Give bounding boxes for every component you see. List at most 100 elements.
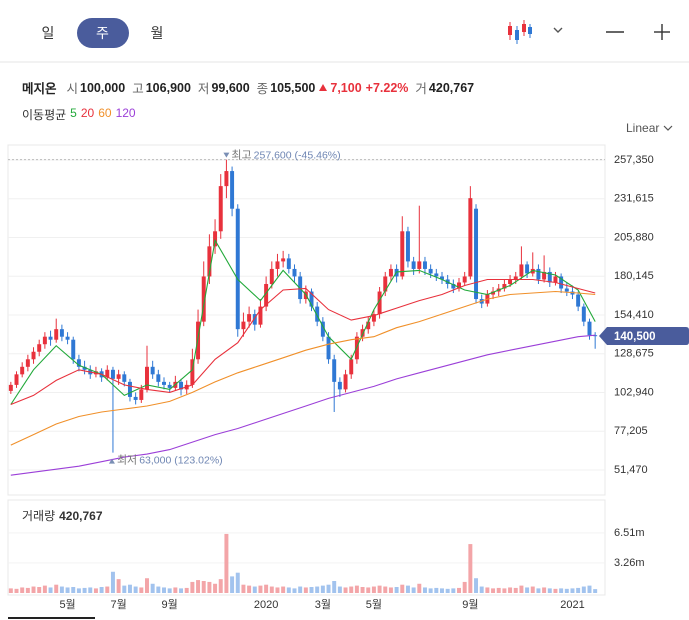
volume-bar (388, 587, 393, 593)
volume-bar (440, 588, 444, 593)
volume-bar (366, 587, 371, 593)
scale-select[interactable]: Linear (626, 121, 660, 135)
candle-body (65, 336, 70, 340)
candle-body (468, 198, 473, 277)
stock-name: 메지온 (22, 82, 57, 96)
x-tick-label: 5월 (59, 598, 75, 611)
volume-bar (37, 587, 42, 593)
volume-bar (383, 586, 388, 593)
volume-bar (320, 585, 325, 593)
candle-body (201, 276, 206, 322)
x-tick-label: 2021 (560, 599, 584, 611)
candle-body (167, 384, 172, 388)
volume-bar (337, 586, 342, 593)
candle-body (462, 276, 467, 283)
volume-bar (224, 533, 229, 593)
y-tick-label: 77,205 (614, 425, 648, 437)
volume-bar (179, 588, 184, 593)
volume-bar (553, 588, 558, 593)
candle-body (564, 288, 569, 292)
volume-bar (519, 585, 524, 593)
candle-body (309, 291, 314, 307)
candle-body (508, 279, 513, 284)
candle-body (349, 359, 354, 375)
candle-body (292, 268, 297, 277)
volume-bar (105, 586, 110, 593)
volume-bar (145, 578, 149, 593)
volume-bar (201, 581, 206, 593)
period-tab[interactable]: 월 (150, 25, 164, 41)
candle-body (150, 366, 155, 375)
volume-bar (303, 587, 308, 593)
volume-bar (530, 586, 535, 593)
x-tick-label: 7월 (111, 598, 127, 611)
volume-bar (354, 585, 359, 593)
candle-body (542, 271, 547, 280)
chart-type-icon[interactable] (508, 20, 532, 44)
volume-tick-label: 6.51m (614, 527, 645, 539)
scale-dropdown[interactable] (663, 125, 673, 131)
candle-body (502, 283, 507, 289)
volume-bar (207, 581, 212, 593)
period-tab[interactable]: 일 (41, 25, 55, 41)
volume-bar (65, 587, 70, 593)
volume-bar (14, 588, 19, 593)
x-tick-label: 3월 (315, 598, 331, 611)
volume-bar (536, 588, 541, 593)
low_note-marker (108, 458, 115, 464)
y-tick-label: 257,350 (614, 154, 654, 166)
volume-bar (275, 587, 280, 593)
candle-body (82, 366, 87, 370)
volume-bar (252, 586, 257, 593)
candle-body (110, 369, 115, 379)
candle-body (122, 374, 127, 382)
ma-legend-item: 60 (98, 106, 112, 120)
volume-bar (405, 585, 410, 593)
volume-bar (309, 587, 314, 593)
period-tab[interactable]: 주 (76, 18, 129, 48)
volume-bar (377, 585, 382, 593)
candle-body (530, 268, 535, 274)
quote-value: 105,500 (270, 80, 316, 95)
volume-bar (196, 580, 201, 593)
volume-bar (235, 572, 240, 593)
quote-label: 종 (256, 82, 269, 96)
volume-bar (326, 584, 331, 593)
volume-bar (258, 585, 263, 593)
ma-line (10, 278, 596, 406)
last-price-label: 140,500 (614, 331, 656, 343)
x-tick-label: 9월 (462, 598, 478, 611)
candle-body (400, 231, 405, 277)
volume-bar (513, 587, 518, 593)
candle-body (42, 336, 47, 345)
change: 7,100 (330, 80, 362, 95)
volume-bar (581, 586, 586, 593)
candle-body (156, 374, 161, 382)
candle-body (258, 306, 263, 325)
ma-line (10, 290, 596, 446)
candle-body (525, 264, 530, 274)
candle-body (25, 359, 30, 367)
candle-body (127, 381, 132, 397)
candle-body (576, 294, 581, 307)
volume-bar (241, 584, 246, 593)
volume-bar (269, 586, 274, 593)
volume-bar (110, 571, 115, 593)
volume-panel (7, 499, 606, 596)
volume-bar (88, 587, 93, 593)
zoom-in[interactable] (654, 24, 670, 40)
volume-bar (133, 586, 138, 593)
high_note-label: 최고 (231, 149, 251, 162)
quote-value: 100,000 (80, 80, 126, 95)
volume-bar (508, 587, 513, 593)
candle-body (230, 171, 235, 209)
high_note-note: 최고 257,600 (-45.46%) (231, 149, 340, 162)
dropdown-icon[interactable] (553, 27, 563, 33)
up-arrow (319, 84, 328, 91)
volume-bar (42, 585, 47, 593)
candle-body (76, 359, 81, 367)
volume-bar (8, 588, 13, 593)
volume-bar (349, 586, 354, 593)
price-panel (7, 144, 606, 496)
candle-body (264, 283, 269, 307)
